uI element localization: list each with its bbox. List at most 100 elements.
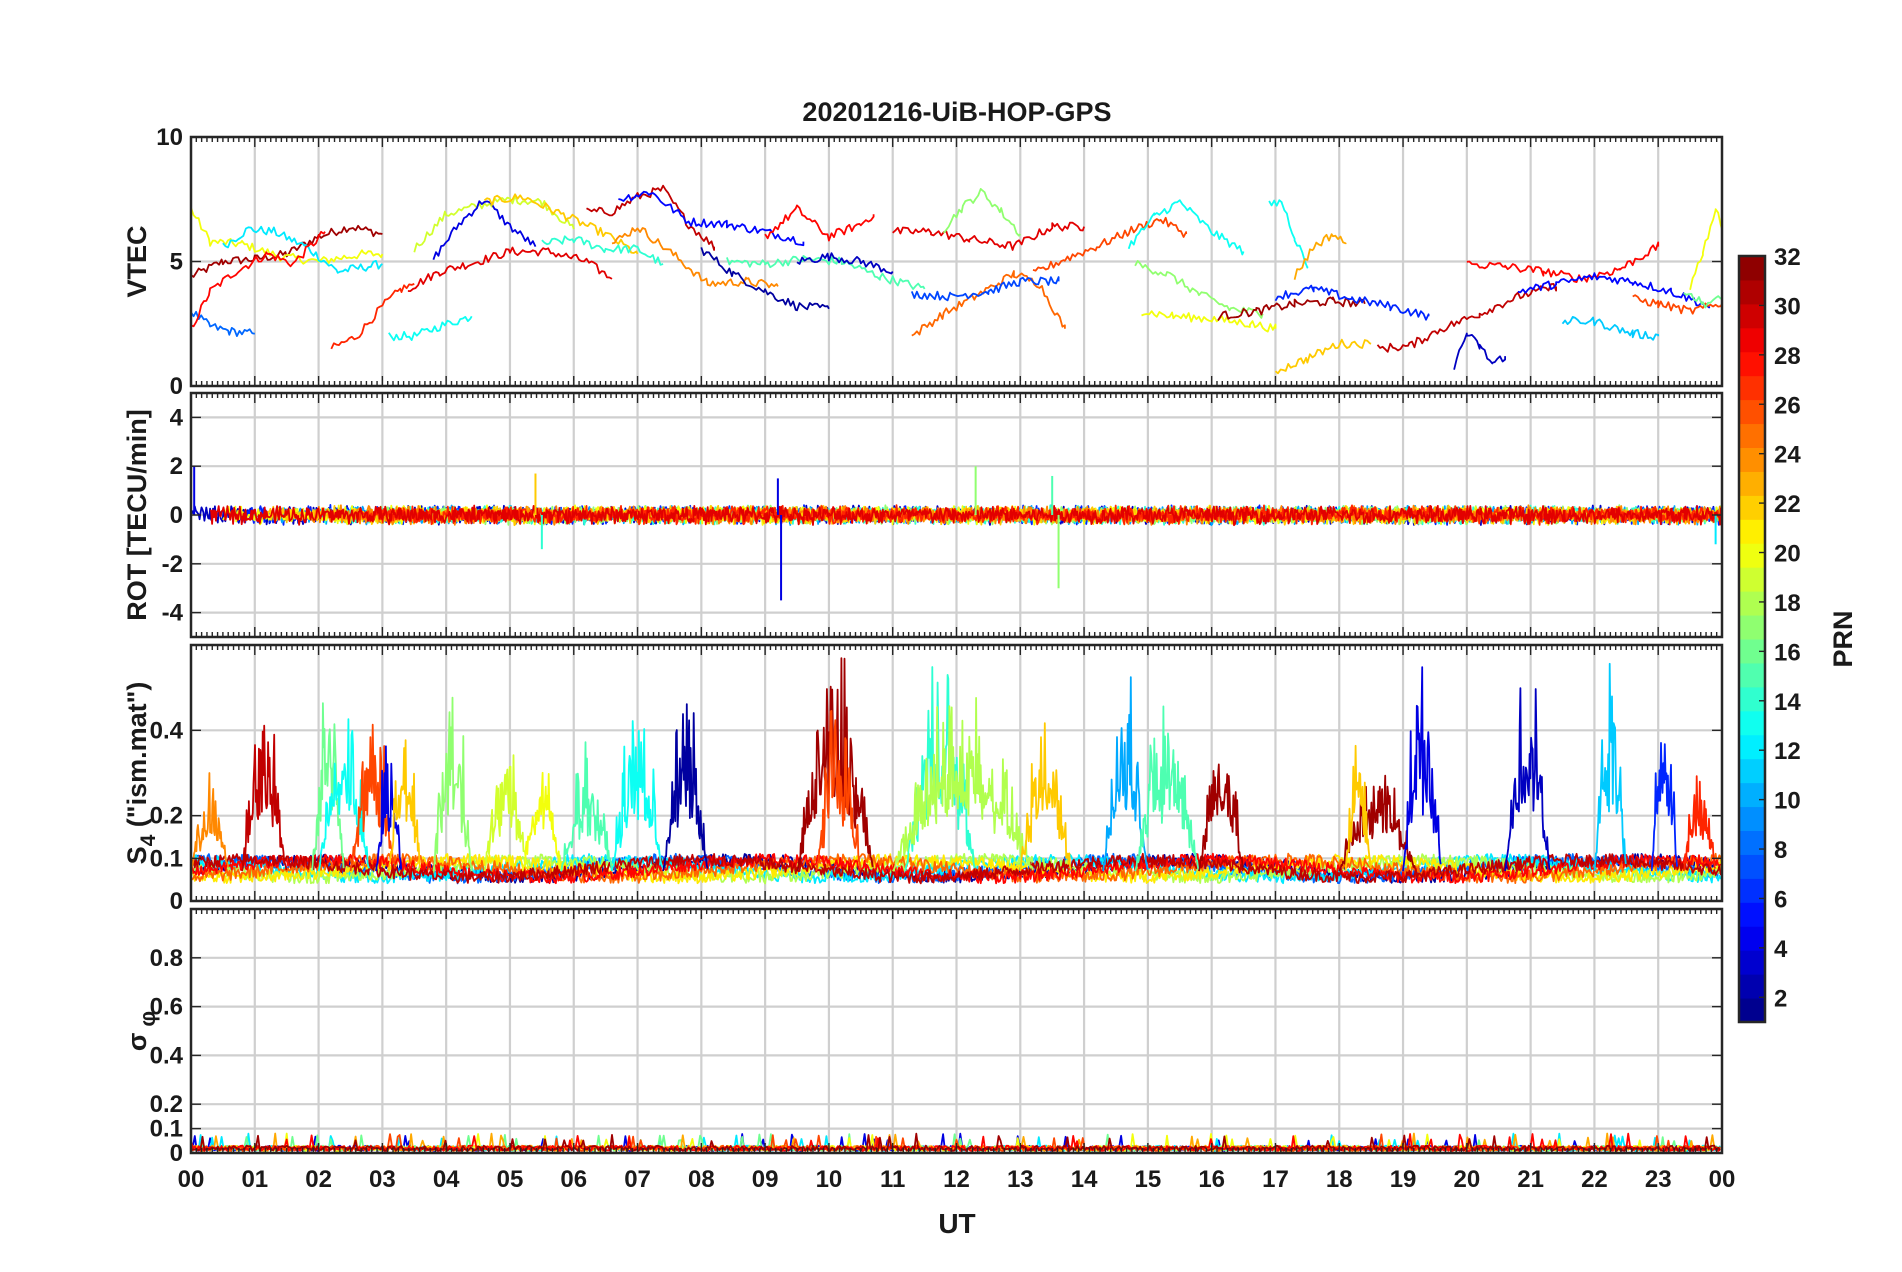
vtec-trace-prn-3 bbox=[1453, 332, 1506, 370]
s4-baseline-prn-21 bbox=[191, 853, 1722, 885]
s4-baseline-prn-25 bbox=[191, 852, 1722, 884]
x-tick-label: 00 bbox=[1709, 1166, 1736, 1193]
y-tick-label: 5 bbox=[170, 249, 183, 276]
vtec-trace-prn-2 bbox=[700, 247, 830, 312]
s4-burst-prn-15 bbox=[1134, 705, 1200, 872]
colorbar-tick-label: 12 bbox=[1774, 738, 1801, 765]
tick-marks bbox=[190, 645, 1723, 902]
colorbar-segment bbox=[1739, 758, 1765, 784]
vtec-trace-prn-31 bbox=[1217, 296, 1366, 321]
colorbar-segment bbox=[1739, 974, 1765, 999]
colorbar-tick-label: 18 bbox=[1774, 590, 1801, 617]
traces bbox=[191, 1132, 1721, 1152]
y-axis-label: VTEC bbox=[122, 225, 152, 297]
s4-burst-prn-11 bbox=[1593, 662, 1627, 872]
y-tick-label: 0 bbox=[170, 888, 183, 915]
vtec-trace-prn-5 bbox=[618, 190, 805, 247]
grid bbox=[191, 909, 1722, 1153]
y-axis-label: ROT [TECU/min] bbox=[122, 409, 152, 620]
x-tick-label: 12 bbox=[943, 1166, 970, 1193]
colorbar-segment bbox=[1739, 615, 1765, 640]
x-tick-label: 16 bbox=[1198, 1166, 1225, 1193]
y-axis-label: S4 ("ism.mat") bbox=[122, 682, 160, 865]
colorbar-tick-label: 26 bbox=[1774, 392, 1801, 419]
vtec-trace-prn-17 bbox=[1134, 260, 1264, 319]
colorbar-tick-label: 28 bbox=[1774, 343, 1801, 370]
x-tick-label: 18 bbox=[1326, 1166, 1353, 1193]
x-tick-label: 06 bbox=[560, 1166, 587, 1193]
y-tick-label: 0 bbox=[170, 502, 183, 529]
vtec-trace-prn-11 bbox=[1561, 316, 1660, 341]
tick-marks bbox=[190, 136, 1723, 387]
x-tick-label: 01 bbox=[241, 1166, 268, 1193]
y-tick-label: 2 bbox=[170, 453, 183, 480]
y-tick-label: 10 bbox=[156, 124, 183, 151]
vtec-trace-prn-20 bbox=[1689, 208, 1722, 290]
colorbar-tick-label: 6 bbox=[1774, 886, 1787, 913]
s4-burst-prn-3 bbox=[1504, 687, 1551, 872]
x-tick-label: 02 bbox=[305, 1166, 332, 1193]
x-tick-label: 23 bbox=[1645, 1166, 1672, 1193]
vtec-trace-prn-26 bbox=[1032, 216, 1188, 272]
s4-baseline-prn-28 bbox=[191, 852, 1722, 885]
x-tick-label: 04 bbox=[433, 1166, 460, 1193]
x-tick-labels: 00 01 02 03 04 05 06 07 08 09 10 11 12 13 14 15 16 17 18 19… bbox=[178, 1166, 1736, 1193]
x-tick-label: 08 bbox=[688, 1166, 715, 1193]
vtec-trace-prn-28 bbox=[191, 230, 326, 328]
s4-burst-prn-26 bbox=[349, 723, 396, 872]
colorbar-segment bbox=[1739, 710, 1765, 736]
y-tick-label: 0.1 bbox=[150, 845, 183, 872]
colorbar-segment bbox=[1739, 303, 1765, 329]
s4-burst-prn-27 bbox=[1682, 775, 1716, 872]
vtec-trace-prn-14 bbox=[541, 235, 664, 266]
vtec-trace-prn-23 bbox=[1293, 233, 1347, 280]
y-tick-label: -4 bbox=[162, 600, 184, 627]
y-tick-label: 0.6 bbox=[150, 994, 183, 1021]
colorbar-segment bbox=[1739, 734, 1765, 760]
s4-burst-prn-22 bbox=[387, 739, 421, 872]
colorbar-segment bbox=[1739, 447, 1765, 472]
colorbar-segment bbox=[1739, 902, 1765, 927]
y-tick-label: 0.2 bbox=[150, 1091, 183, 1118]
x-tick-label: 10 bbox=[816, 1166, 843, 1193]
colorbar-tick-label: 16 bbox=[1774, 639, 1801, 666]
s4-burst-prn-30 bbox=[241, 724, 288, 872]
vtec-trace-prn-20 bbox=[1141, 310, 1277, 333]
y-axis-label: σφ bbox=[122, 1011, 160, 1051]
colorbar-segment bbox=[1739, 686, 1765, 712]
y-tick-label: 0 bbox=[170, 373, 183, 400]
rot-trace-prn-29 bbox=[209, 504, 1722, 527]
colorbar-segment bbox=[1739, 375, 1765, 401]
colorbar-segment bbox=[1739, 567, 1765, 592]
traces bbox=[191, 466, 1722, 601]
x-tick-label: 07 bbox=[624, 1166, 651, 1193]
x-tick-label: 19 bbox=[1390, 1166, 1417, 1193]
colorbar-segment bbox=[1739, 471, 1765, 496]
vtec-trace-prn-5 bbox=[1517, 272, 1711, 309]
figure-title: 20201216-UiB-HOP-GPS bbox=[802, 97, 1111, 127]
colorbar-tick-label: 32 bbox=[1774, 244, 1801, 271]
vtec-trace-prn-25 bbox=[911, 270, 1066, 337]
y-tick-label: 0.8 bbox=[150, 945, 183, 972]
x-tick-label: 00 bbox=[178, 1166, 205, 1193]
vtec-trace-prn-12 bbox=[222, 225, 383, 274]
panel-vtec: 0 5 10 VTEC bbox=[122, 124, 1724, 400]
colorbar-segment bbox=[1739, 327, 1765, 353]
s4-burst-prn-26 bbox=[815, 710, 862, 872]
vtec-trace-prn-28 bbox=[764, 204, 875, 242]
colorbar-tick-label: 8 bbox=[1774, 837, 1787, 864]
vtec-trace-prn-3 bbox=[796, 252, 894, 275]
y-tick-label: 0.1 bbox=[150, 1116, 183, 1143]
vtec-trace-prn-22 bbox=[1274, 338, 1372, 375]
vtec-trace-prn-29 bbox=[407, 246, 613, 292]
y-tick-label: 0.2 bbox=[150, 803, 183, 830]
colorbar-frame bbox=[1737, 254, 1767, 1024]
y-tick-label: 0.4 bbox=[150, 1042, 184, 1069]
colorbar-segment bbox=[1739, 256, 1765, 281]
s4-burst-prn-10 bbox=[1102, 676, 1149, 872]
vtec-trace-prn-15 bbox=[726, 255, 926, 290]
colorbar-tick-label: 10 bbox=[1774, 788, 1801, 815]
x-tick-label: 15 bbox=[1135, 1166, 1162, 1193]
